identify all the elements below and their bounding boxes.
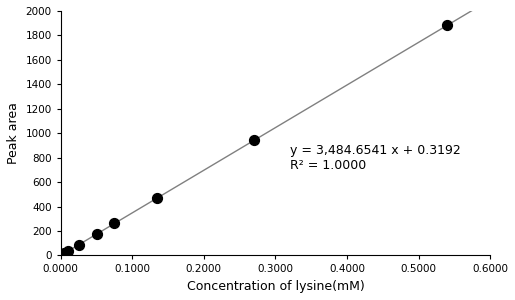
X-axis label: Concentration of lysine(mM): Concentration of lysine(mM) — [186, 280, 364, 293]
Point — [64, 249, 72, 254]
Point — [443, 23, 451, 28]
Y-axis label: Peak area: Peak area — [7, 102, 20, 164]
Point — [110, 221, 118, 226]
Point — [250, 138, 258, 143]
Point — [60, 251, 68, 256]
Point — [153, 196, 162, 200]
Point — [57, 253, 65, 258]
Text: y = 3,484.6541 x + 0.3192
R² = 1.0000: y = 3,484.6541 x + 0.3192 R² = 1.0000 — [290, 144, 460, 172]
Point — [75, 242, 83, 247]
Point — [92, 232, 100, 236]
